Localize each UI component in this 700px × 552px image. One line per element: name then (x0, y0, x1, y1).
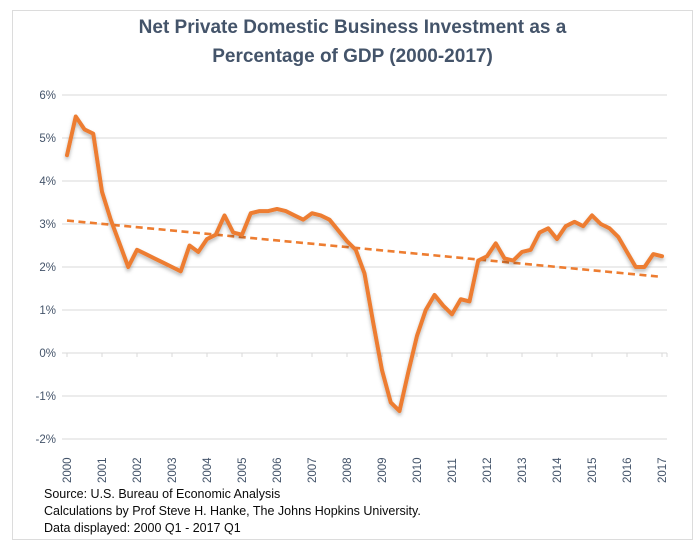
y-axis-tick-label: 2% (39, 262, 56, 274)
source-note: Source: U.S. Bureau of Economic Analysis (44, 487, 281, 501)
x-axis-tick-label: 2006 (272, 457, 284, 483)
x-axis-tick-label: 2002 (132, 457, 144, 483)
chart-frame (12, 10, 693, 540)
x-axis-tick-label: 2007 (307, 457, 319, 483)
chart-title: Net Private Domestic Business Investment… (12, 13, 693, 71)
x-axis-tick-label: 2003 (167, 457, 179, 483)
chart-title-line1: Net Private Domestic Business Investment… (138, 17, 567, 38)
x-axis-tick-label: 2001 (97, 457, 109, 483)
y-axis-tick-label: -2% (36, 434, 56, 446)
data-series-line (65, 114, 664, 414)
y-axis-tick-label: 1% (39, 305, 56, 317)
y-axis-tick-label: 3% (39, 219, 56, 231)
x-axis-tick-label: 2000 (62, 457, 74, 483)
data-displayed-note: Data displayed: 2000 Q1 - 2017 Q1 (44, 521, 241, 535)
x-axis-tick-label: 2009 (377, 457, 389, 483)
x-axis-tick-label: 2008 (342, 457, 354, 483)
x-axis-tick-label: 2013 (517, 457, 529, 483)
x-axis-tick-label: 2015 (587, 457, 599, 483)
chart-footnotes: Source: U.S. Bureau of Economic Analysis… (44, 486, 421, 537)
chart-title-line2: Percentage of GDP (2000-2017) (212, 46, 493, 67)
x-axis-tick-label: 2012 (482, 457, 494, 483)
y-axis-tick-label: 5% (39, 133, 56, 145)
x-axis-tick-label: 2011 (447, 458, 459, 483)
x-axis-tick-label: 2004 (202, 457, 214, 483)
x-axis-tick-label: 2014 (552, 457, 564, 483)
calculations-note: Calculations by Prof Steve H. Hanke, The… (44, 504, 421, 518)
x-axis-tick-label: 2017 (657, 457, 669, 483)
y-axis-tick-label: 0% (39, 348, 56, 360)
x-axis-tick-label: 2016 (622, 457, 634, 483)
trend-line (66, 219, 663, 279)
x-axis-tick-label: 2010 (412, 457, 424, 483)
y-axis-tick-label: -1% (36, 391, 56, 403)
x-axis-tick-label: 2005 (237, 457, 249, 483)
y-axis-tick-label: 4% (39, 176, 56, 188)
y-axis-tick-label: 6% (39, 90, 56, 102)
